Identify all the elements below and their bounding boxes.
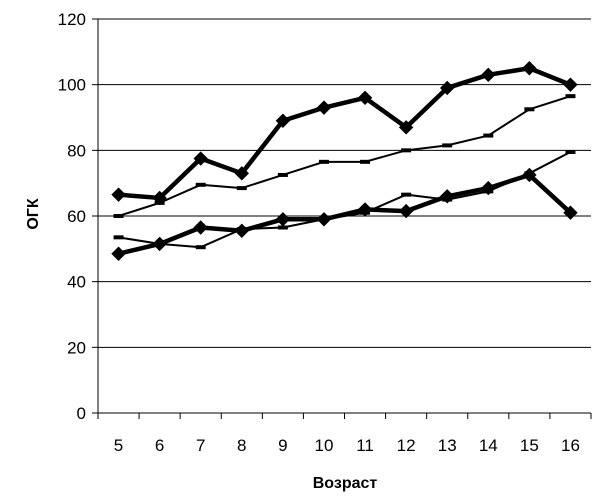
data-point	[483, 133, 494, 138]
data-point	[360, 210, 371, 215]
x-tick-label: 7	[196, 436, 205, 455]
data-point	[357, 90, 373, 106]
data-point	[483, 189, 494, 194]
data-point	[193, 151, 208, 166]
x-tick-label: 16	[561, 436, 580, 455]
data-point	[522, 61, 537, 76]
y-tick-label: 60	[67, 207, 86, 226]
x-tick-label: 9	[278, 436, 287, 455]
data-point	[111, 187, 126, 202]
x-tick-label: 8	[237, 436, 246, 455]
data-point	[360, 159, 371, 164]
data-point	[481, 67, 496, 83]
data-point	[236, 227, 247, 232]
x-tick-label: 11	[356, 436, 374, 455]
data-point	[318, 159, 329, 164]
y-tick-label: 80	[67, 141, 86, 160]
data-point	[563, 77, 578, 92]
series-line	[116, 172, 573, 257]
data-point	[524, 171, 535, 176]
data-point	[442, 197, 453, 202]
y-axis-title: ОГК	[25, 198, 42, 230]
data-point	[195, 245, 206, 250]
data-point	[401, 148, 412, 153]
data-point	[524, 107, 535, 112]
data-point	[154, 241, 165, 246]
y-tick-label: 100	[58, 76, 86, 95]
data-point	[565, 94, 576, 99]
data-point	[234, 166, 249, 181]
data-point	[398, 120, 414, 135]
x-tick-label: 13	[438, 436, 457, 455]
data-point	[154, 200, 165, 205]
data-point	[318, 217, 329, 222]
x-tick-label: 14	[479, 436, 498, 455]
data-point	[398, 203, 414, 219]
y-tick-label: 20	[67, 338, 86, 357]
x-tick-label: 12	[397, 436, 416, 455]
y-tick-label: 40	[67, 273, 86, 292]
x-tick-label: 5	[114, 436, 123, 455]
x-tick-labels: 5 6 7 8 9 10 11 12 13 14 15 16	[114, 436, 580, 455]
data-point	[442, 143, 453, 148]
data-point	[236, 186, 247, 191]
x-tick-label: 15	[520, 436, 539, 455]
data-point	[401, 192, 412, 197]
series-lines	[111, 61, 578, 261]
y-tick-labels: 0 20 40 60 80 100 120	[58, 10, 86, 423]
data-point	[563, 205, 578, 220]
data-point	[316, 100, 332, 115]
data-point	[113, 235, 124, 240]
data-point	[565, 149, 576, 154]
x-tick-label: 10	[314, 436, 333, 455]
data-point	[111, 246, 126, 261]
data-point	[440, 80, 455, 96]
y-tick-label: 120	[58, 10, 86, 29]
data-point	[275, 212, 291, 227]
data-point	[277, 172, 288, 177]
series-line	[117, 95, 572, 217]
data-point	[275, 113, 291, 128]
axes	[92, 18, 592, 419]
series-line	[117, 150, 572, 249]
data-point	[193, 220, 208, 235]
data-point	[113, 214, 124, 218]
y-tick-label: 0	[77, 404, 86, 423]
data-point	[277, 225, 288, 230]
series-4	[113, 149, 576, 250]
x-tick-label: 6	[155, 436, 164, 455]
series-2	[113, 94, 576, 218]
series-1	[111, 61, 578, 206]
series-line	[116, 66, 573, 201]
x-axis-title: Возраст	[313, 475, 378, 492]
data-point	[195, 182, 206, 187]
